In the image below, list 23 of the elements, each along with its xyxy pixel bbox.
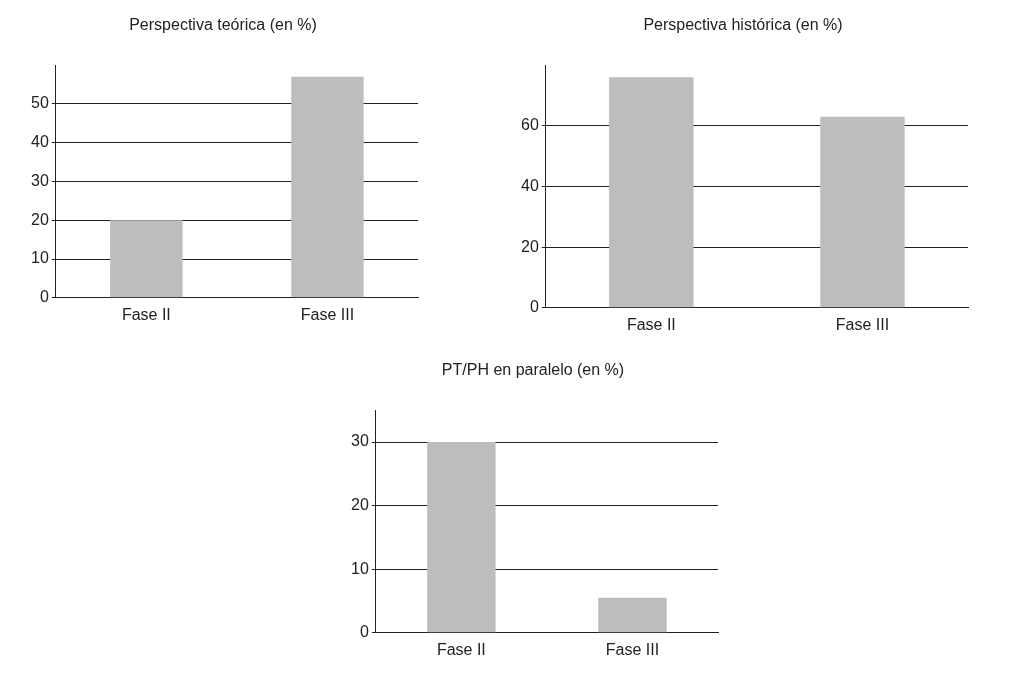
y-tick-label: 0: [359, 623, 369, 641]
x-tick-label: Fase II: [121, 305, 171, 323]
x-tick-label: Fase II: [436, 640, 486, 658]
y-tick-label: 20: [521, 237, 539, 255]
x-tick-label: Fase III: [835, 315, 890, 333]
y-tick-label: 10: [351, 559, 369, 577]
y-tick-label: 30: [31, 171, 49, 189]
x-tick-label: Fase II: [626, 315, 676, 333]
y-tick-label: 10: [31, 249, 49, 267]
y-tick-label: 30: [351, 432, 369, 450]
x-tick-label: Fase III: [605, 640, 660, 658]
y-tick-label: 50: [31, 94, 49, 112]
y-tick-label: 20: [31, 210, 49, 228]
chart-title: PT/PH en paralelo (en %): [441, 361, 625, 379]
x-tick-label: Fase III: [300, 305, 355, 323]
y-tick-label: 0: [529, 298, 539, 316]
y-tick-label: 20: [351, 496, 369, 514]
chart-title: Perspectiva teórica (en %): [129, 16, 317, 34]
chart-title: Perspectiva histórica (en %): [643, 16, 843, 34]
y-tick-label: 40: [31, 133, 49, 151]
y-tick-label: 40: [521, 176, 539, 194]
y-tick-label: 60: [521, 116, 539, 134]
y-tick-label: 0: [39, 288, 49, 306]
